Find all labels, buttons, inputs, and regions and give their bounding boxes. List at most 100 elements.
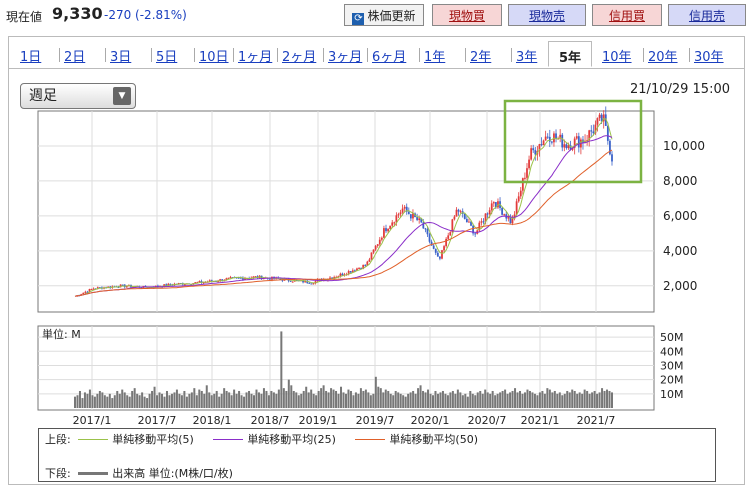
tab-4[interactable]: 10日	[199, 50, 229, 65]
volume-bar	[255, 389, 258, 408]
tab-12[interactable]: 5年	[548, 41, 593, 67]
tab-15[interactable]: 30年	[694, 50, 724, 65]
period-select[interactable]: 週足 ▼	[20, 83, 136, 109]
volume-bar	[344, 393, 347, 408]
candle-body	[453, 216, 456, 220]
candle-body	[86, 291, 89, 293]
candle-body	[492, 202, 495, 204]
tab-7[interactable]: 3ヶ月	[328, 50, 363, 65]
volume-bar	[543, 393, 546, 408]
tab-9[interactable]: 1年	[424, 50, 446, 65]
candle-body	[532, 148, 535, 151]
volume-bar	[566, 390, 569, 408]
tab-separator	[105, 48, 106, 62]
volume-bar	[611, 392, 613, 408]
legend-volume: 出来高 単位:(M株/口/枚)	[112, 467, 233, 480]
refresh-icon: ⟳	[352, 13, 365, 25]
candle-body	[389, 225, 392, 229]
candle-body	[196, 282, 199, 284]
candle-body	[565, 144, 568, 149]
tab-6[interactable]: 2ヶ月	[282, 50, 317, 65]
tab-2[interactable]: 3日	[110, 50, 132, 65]
volume-bar	[116, 390, 119, 408]
tab-8[interactable]: 6ヶ月	[372, 50, 407, 65]
candle-body	[177, 283, 180, 285]
volume-bar	[367, 392, 370, 408]
tab-10[interactable]: 2年	[470, 50, 492, 65]
volume-bar	[593, 390, 596, 408]
volume-bar	[81, 398, 84, 408]
volume-bar	[153, 386, 156, 408]
tab-14[interactable]: 20年	[648, 50, 678, 65]
volume-bar	[173, 392, 176, 408]
volume-bar	[516, 392, 519, 408]
candle-body	[376, 244, 379, 246]
candle-body	[393, 222, 396, 224]
margin-buy-button[interactable]: 信用買	[592, 4, 662, 26]
cash-sell-button[interactable]: 現物売	[508, 4, 586, 26]
refresh-label: 株価更新	[367, 9, 416, 23]
tab-5[interactable]: 1ヶ月	[238, 50, 273, 65]
candle-body	[208, 280, 211, 282]
volume-bar	[432, 395, 434, 408]
volume-bar	[571, 389, 574, 408]
candle-body	[210, 280, 213, 282]
tab-11[interactable]: 3年	[516, 50, 538, 65]
candle-body	[544, 136, 547, 141]
candle-body	[254, 276, 257, 278]
margin-sell-button[interactable]: 信用売	[668, 4, 746, 26]
volume-bar	[218, 396, 221, 408]
tab-separator	[323, 48, 324, 62]
candle-body	[167, 283, 170, 286]
volume-bar	[533, 393, 536, 408]
candle-body	[351, 270, 354, 273]
volume-bar	[553, 390, 556, 408]
candle-body	[445, 238, 448, 247]
volume-bar	[76, 395, 79, 408]
candle-body	[333, 277, 336, 279]
x-tick-label: 2020/1	[411, 414, 450, 427]
volume-bar	[337, 393, 340, 408]
volume-bar	[282, 388, 285, 408]
x-tick-label: 2021/1	[521, 414, 560, 427]
candle-body	[229, 277, 232, 279]
volume-bar	[138, 395, 141, 408]
volume-bar	[347, 389, 350, 408]
volume-bar	[377, 386, 380, 408]
volume-bar	[131, 390, 134, 408]
tab-separator	[419, 48, 420, 62]
legend-upper-label: 上段:	[45, 433, 71, 446]
candle-body	[383, 228, 385, 238]
volume-bar	[354, 392, 357, 408]
candle-body	[244, 278, 246, 280]
price-y-tick: 2,000	[663, 279, 697, 293]
refresh-price-button[interactable]: ⟳ 株価更新	[344, 4, 424, 26]
candle-body	[548, 136, 551, 142]
volume-bar	[305, 386, 308, 408]
candle-body	[422, 222, 425, 229]
volume-bar	[459, 392, 462, 408]
cash-buy-button[interactable]: 現物買	[432, 4, 502, 26]
volume-y-tick: 30M	[660, 359, 684, 372]
tab-13[interactable]: 10年	[602, 50, 632, 65]
volume-bar	[280, 331, 283, 408]
candle-body	[304, 280, 307, 283]
volume-bar	[198, 389, 201, 408]
tab-3[interactable]: 5日	[156, 50, 178, 65]
candle-body	[387, 228, 389, 232]
volume-bar	[359, 388, 362, 408]
volume-bar	[230, 395, 233, 408]
tab-0[interactable]: 1日	[20, 50, 42, 65]
volume-bar	[200, 390, 203, 408]
volume-bar	[384, 389, 387, 408]
candle-body	[395, 215, 398, 223]
tab-1[interactable]: 2日	[64, 50, 86, 65]
period-select-value: 週足	[29, 88, 57, 104]
volume-bar	[389, 393, 392, 408]
volume-bar	[598, 392, 601, 408]
candle-body	[194, 282, 197, 284]
candle-body	[436, 252, 439, 257]
volume-bar	[195, 395, 198, 408]
legend-ma50: 単純移動平均(50)	[389, 433, 478, 446]
x-tick-label: 2019/7	[356, 414, 395, 427]
